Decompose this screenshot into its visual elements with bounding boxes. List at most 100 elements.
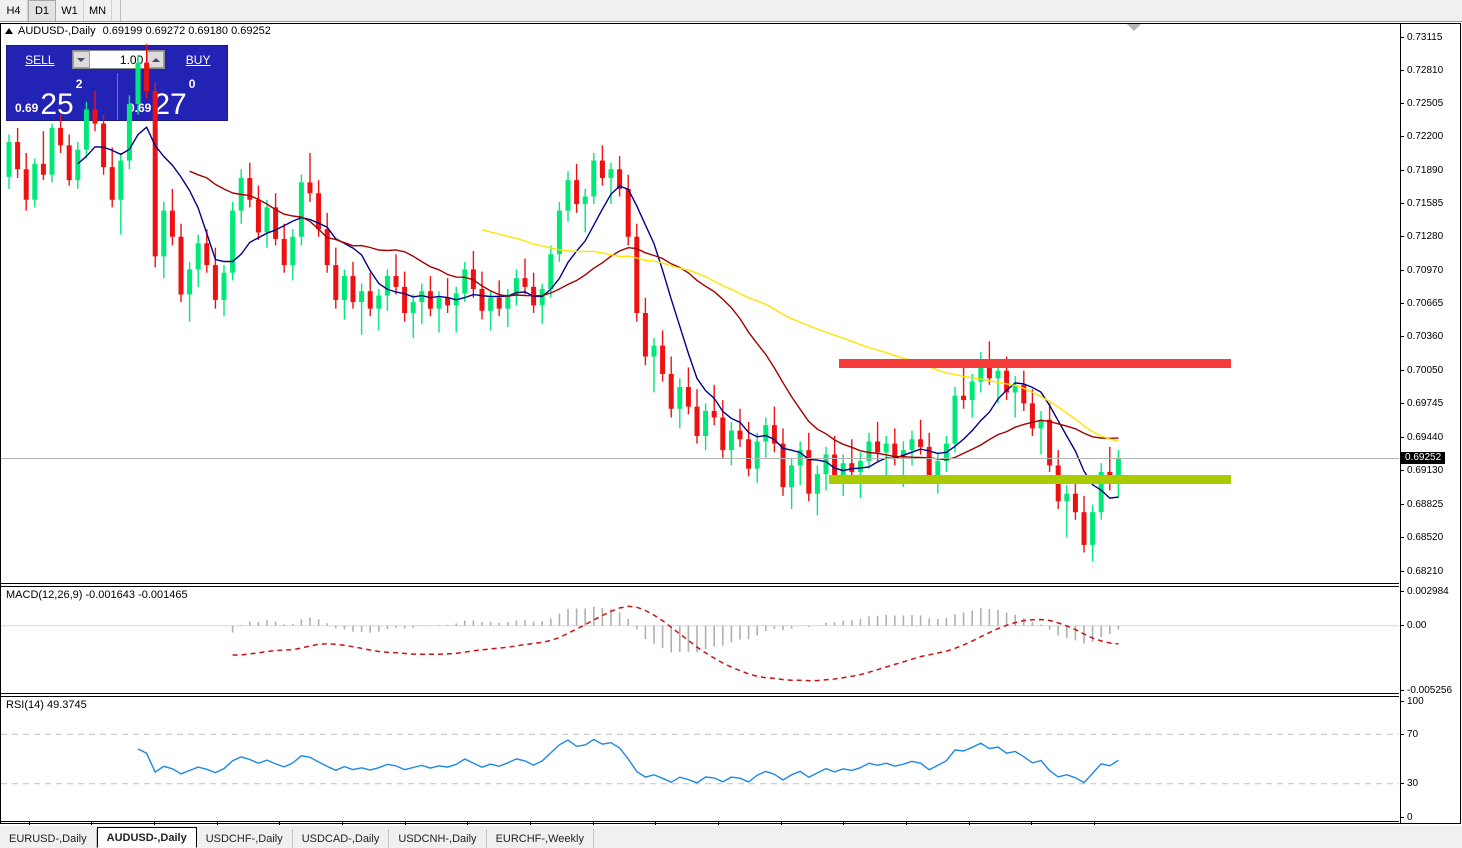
support-line[interactable] [829, 475, 1231, 484]
candle-body [840, 463, 846, 477]
candle-body [230, 210, 236, 273]
sell-price-cell[interactable]: 0.69 25 2 [7, 73, 117, 120]
candle-body [986, 359, 992, 379]
chevron-up-icon[interactable] [147, 51, 165, 68]
resistance-line[interactable] [839, 359, 1231, 369]
price-tick: 0.70665 [1401, 298, 1461, 310]
chart-tab-usdcnh[interactable]: USDCNH-,Daily [389, 829, 487, 848]
price-tick: 0.69130 [1401, 465, 1461, 477]
candle-body [728, 430, 734, 451]
chart-tab-audusd[interactable]: AUDUSD-,Daily [96, 827, 197, 848]
sell-price-sup: 2 [75, 77, 83, 91]
price-pane[interactable] [1, 38, 1399, 583]
timeframe-w1[interactable]: W1 [56, 0, 84, 21]
candle-body [591, 160, 597, 197]
symbol-name: AUDUSD-,Daily [18, 25, 96, 37]
price-tick: 0.68210 [1401, 565, 1461, 577]
buy-button[interactable]: BUY [185, 52, 211, 67]
chevron-down-icon[interactable] [72, 51, 90, 68]
trade-panel-prices: 0.69 25 2 0.69 27 0 [7, 73, 227, 120]
timeframe-mn[interactable]: MN [84, 0, 112, 21]
candle-body [1081, 512, 1087, 545]
timeframe-d1[interactable]: D1 [28, 0, 56, 21]
one-click-trading-panel[interactable]: SELL 1.00 BUY 0.69 25 2 0.69 27 0 [6, 45, 228, 121]
date-tick-mark [969, 822, 970, 825]
candle-body [264, 207, 270, 233]
sell-price-prefix: 0.69 [15, 101, 39, 115]
chart-tab-eurchf[interactable]: EURCHF-,Weekly [487, 829, 594, 848]
candle-body [556, 210, 562, 255]
candle-body [83, 109, 89, 150]
candle-body [144, 62, 150, 91]
candle-body [935, 461, 941, 477]
price-tick: 0.69745 [1401, 398, 1461, 410]
date-tick-mark [530, 822, 531, 825]
rsi-tick-70: 70 [1401, 728, 1461, 740]
price-axis[interactable]: 0.73115 0.72810 0.72505 0.72200 0.71890 0.715… [1400, 24, 1460, 823]
candle-body [23, 169, 29, 200]
macd-signal-line [232, 605, 1119, 682]
candle-body [169, 210, 175, 237]
candle-body [668, 373, 674, 409]
candle-body [324, 229, 330, 266]
candle-body [952, 395, 958, 444]
candle-body [479, 289, 485, 311]
date-tick-mark [843, 822, 844, 825]
triangle-up-icon[interactable] [5, 28, 13, 34]
candle-body [255, 199, 261, 233]
candle-body [961, 395, 967, 401]
candle-body [995, 370, 1001, 379]
candle-body [290, 236, 296, 266]
price-tick: 0.70970 [1401, 265, 1461, 277]
buy-price-big: 27 [153, 87, 187, 121]
candle-body [367, 291, 373, 309]
date-tick-mark [342, 822, 343, 825]
date-tick-mark [29, 822, 30, 825]
macd-pane[interactable] [1, 587, 1399, 694]
candle-body [806, 450, 812, 494]
candle-body [212, 265, 218, 300]
ma-mid-line [189, 170, 1119, 461]
price-tick: 0.71585 [1401, 198, 1461, 210]
candle-body [316, 193, 322, 230]
date-tick-mark [718, 822, 719, 825]
candle-body [402, 286, 408, 313]
price-tick: 0.72200 [1401, 131, 1461, 143]
sell-price-big: 25 [40, 87, 74, 121]
buy-price-cell[interactable]: 0.69 27 0 [117, 73, 227, 120]
chart-tab-eurusd[interactable]: EURUSD-,Daily [0, 829, 97, 848]
candle-body [204, 243, 210, 266]
candle-body [75, 149, 81, 181]
candle-body [66, 145, 72, 181]
timeframe-h4[interactable]: H4 [0, 0, 28, 21]
candle-body [247, 177, 253, 200]
candle-body [823, 454, 829, 475]
candle-body [634, 236, 640, 313]
chart-shift-marker[interactable] [1127, 24, 1141, 31]
candle-body [900, 450, 906, 458]
candle-body [780, 443, 786, 488]
candle-body [427, 291, 433, 309]
timeframe-toolbar: H4 D1 W1 MN [0, 0, 1462, 22]
candle-body [1029, 403, 1035, 429]
chart-tab-usdchf[interactable]: USDCHF-,Daily [197, 829, 293, 848]
buy-price-prefix: 0.69 [128, 101, 152, 115]
rsi-tick-100: 100 [1401, 695, 1461, 707]
candle-body [720, 417, 726, 451]
candle-body [969, 381, 975, 401]
candle-body [436, 297, 442, 309]
candle-body [814, 474, 820, 494]
current-price-line [1, 457, 1399, 459]
chart-tab-usdcad[interactable]: USDCAD-,Daily [293, 829, 390, 848]
price-tick: 0.70360 [1401, 331, 1461, 343]
candle-body [505, 294, 511, 309]
candle-body [496, 297, 502, 309]
candle-body [393, 275, 399, 287]
candle-body [522, 278, 528, 287]
sell-button[interactable]: SELL [25, 52, 55, 67]
candle-body [341, 275, 347, 300]
rsi-pane[interactable] [1, 697, 1399, 821]
candle-body [1090, 512, 1096, 545]
candle-body [617, 169, 623, 189]
chart-area[interactable]: AUDUSD-,Daily 0.69199 0.69272 0.69180 0.… [0, 23, 1461, 837]
